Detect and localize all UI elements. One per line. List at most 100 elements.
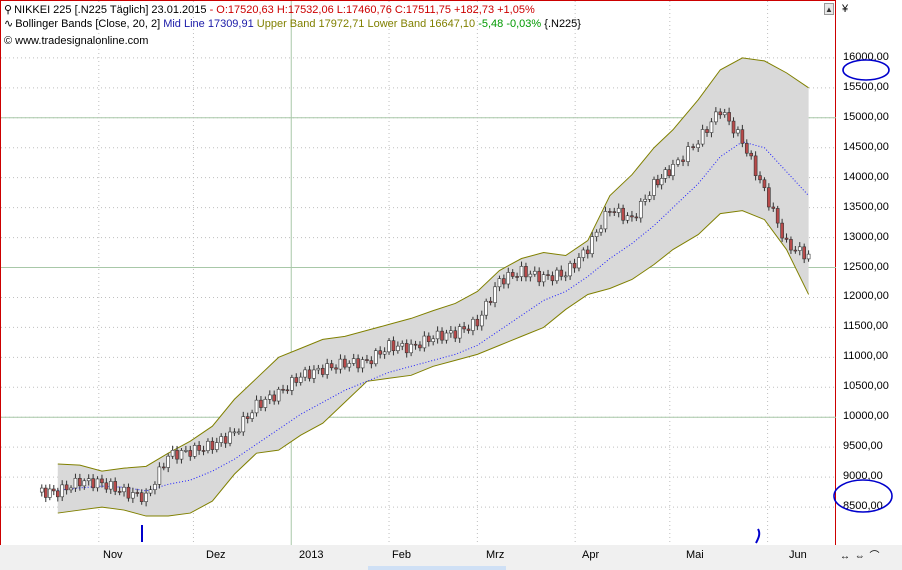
candle-body: [506, 272, 511, 285]
y-tick-label: 14500,00: [843, 140, 889, 153]
candle-body: [104, 482, 109, 490]
candle-body: [316, 367, 321, 371]
candle-body: [663, 169, 668, 179]
candle-body: [603, 211, 608, 230]
scroll-up-icon[interactable]: ▲: [824, 3, 834, 15]
candle-body: [524, 266, 528, 278]
pin-icon[interactable]: ⚲: [4, 4, 13, 16]
candle-body: [197, 445, 201, 451]
candle-body: [462, 326, 466, 330]
candle-body: [659, 178, 664, 186]
bollinger-band-fill: [57, 57, 809, 517]
candle-body: [709, 121, 714, 133]
candle-body: [435, 330, 440, 340]
y-tick-label: 9000,00: [843, 470, 883, 483]
candle-body: [691, 146, 695, 149]
candle-body: [426, 335, 431, 343]
x-tick-label: Feb: [392, 549, 411, 561]
candle-body: [351, 358, 356, 364]
candle-body: [55, 490, 60, 498]
candle-body: [780, 222, 784, 239]
candle-body: [192, 445, 197, 457]
candle-body: [515, 276, 519, 278]
candle-body: [572, 262, 577, 269]
candle-body: [343, 358, 347, 368]
candle-body: [519, 266, 524, 277]
candle-body: [47, 488, 52, 498]
candle-body: [320, 367, 325, 375]
candle-body: [290, 377, 294, 391]
candle-body: [667, 169, 671, 177]
candle-body: [784, 237, 789, 240]
currency-label: ¥: [842, 3, 849, 15]
candle-body: [775, 208, 780, 224]
horizontal-scrollbar[interactable]: [368, 566, 506, 570]
candle-body: [373, 350, 378, 365]
candle-body: [259, 399, 263, 408]
symbol-tag: {.N225}: [544, 18, 581, 30]
candle-body: [201, 450, 206, 452]
zoom-nav-controls[interactable]: ↔ ⇔ ⌒: [840, 551, 881, 562]
candle-body: [223, 436, 228, 444]
candle-body: [413, 343, 418, 346]
y-tick-label: 14000,00: [843, 170, 889, 183]
x-tick-label: Nov: [103, 549, 123, 561]
y-axis[interactable]: [836, 0, 902, 545]
candle-body: [166, 455, 170, 468]
candle-body: [409, 343, 413, 354]
ohlc-values: - O:17520,63 H:17532,06 L:17460,76 C:175…: [209, 4, 535, 16]
candle-body: [281, 388, 285, 391]
candle-body: [634, 216, 639, 219]
candle-body: [555, 269, 559, 282]
chart-canvas[interactable]: [1, 1, 837, 546]
candle-body: [563, 275, 568, 278]
candle-body: [404, 343, 409, 354]
lower-band-value: Lower Band 16647,10: [367, 18, 476, 30]
candle-body: [254, 399, 259, 414]
candle-body: [484, 300, 488, 316]
candle-body: [347, 363, 352, 368]
annotation-mark-mai: [755, 528, 761, 544]
candle-body: [232, 431, 237, 434]
chart-plot-area[interactable]: [0, 0, 837, 546]
candle-body: [758, 175, 762, 181]
indicator-wave-icon[interactable]: ∿: [4, 18, 14, 30]
y-tick-label: 11500,00: [843, 320, 889, 333]
candle-body: [135, 492, 140, 494]
candle-body: [228, 431, 232, 444]
candle-body: [303, 369, 307, 378]
copyright-line: © www.tradesignalonline.com: [4, 35, 149, 47]
candle-body: [369, 360, 374, 365]
candle-body: [153, 484, 157, 490]
candle-body: [749, 152, 753, 157]
lower-band-line: [57, 210, 810, 517]
candle-body: [550, 275, 555, 282]
candle-body: [161, 466, 166, 469]
candle-body: [590, 236, 594, 255]
candle-body: [652, 179, 656, 196]
y-tick-label: 8500,00: [843, 500, 883, 513]
y-tick-label: 12500,00: [843, 260, 889, 273]
y-tick-label: 12000,00: [843, 290, 889, 303]
candle-body: [700, 129, 705, 145]
x-axis[interactable]: [0, 545, 836, 570]
candle-body: [131, 492, 135, 499]
candle-body: [599, 228, 603, 233]
candle-body: [139, 492, 144, 502]
candle-body: [479, 314, 484, 327]
x-tick-label: Mai: [686, 549, 704, 561]
candle-body: [276, 388, 281, 402]
candle-body: [431, 338, 435, 343]
candle-body: [714, 111, 718, 123]
candle-body: [744, 143, 749, 154]
candle-body: [39, 487, 44, 493]
candle-body: [267, 394, 272, 400]
candle-body: [705, 129, 709, 133]
mid-line: [57, 141, 809, 492]
candle-body: [475, 318, 480, 327]
instrument-title: NIKKEI 225 [.N225 Täglich] 23.01.2015: [14, 4, 207, 16]
candle-body: [676, 159, 680, 165]
candle-body: [82, 480, 87, 487]
candle-body: [806, 253, 811, 260]
candle-body: [126, 486, 131, 499]
